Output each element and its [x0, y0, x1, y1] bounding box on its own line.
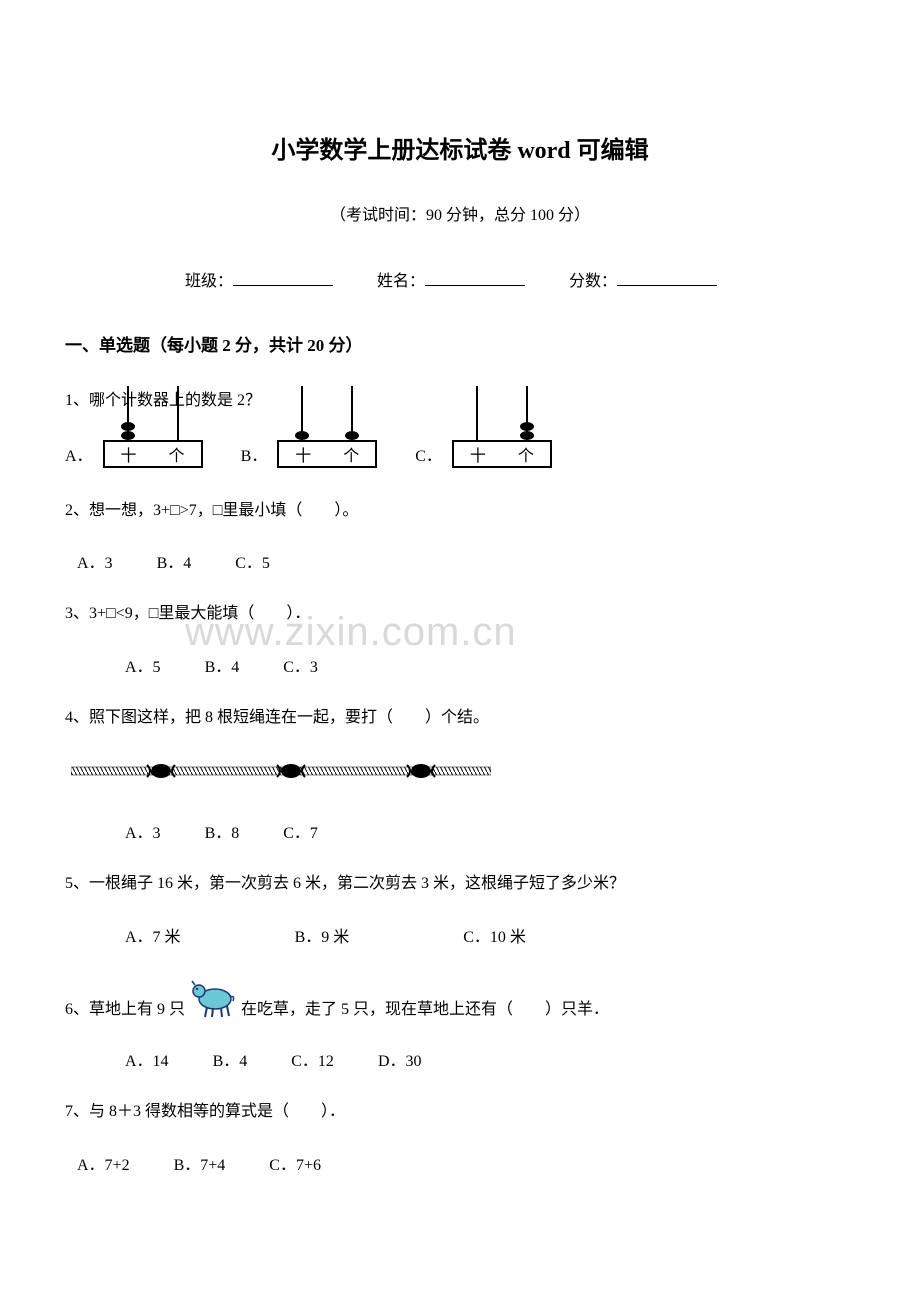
rope-icon: [65, 756, 855, 791]
q6-b: B．4: [213, 1053, 248, 1070]
abacus-one-label: 个: [169, 442, 185, 466]
q7-text: 7、与 8＋3 得数相等的算式是（ ）．: [65, 1099, 855, 1125]
q4-c: C．7: [283, 825, 318, 842]
abacus-ten-label: 十: [121, 442, 137, 466]
score-label: 分数：: [569, 273, 617, 290]
q6-a: A．14: [125, 1053, 169, 1070]
abacus-icon: 十 个: [452, 440, 552, 468]
q3-c: C．3: [283, 659, 318, 676]
exam-subtitle: （考试时间：90 分钟，总分 100 分）: [65, 201, 855, 225]
q5-text: 5、一根绳子 16 米，第一次剪去 6 米，第二次剪去 3 米，这根绳子短了多少…: [65, 871, 855, 897]
section-1-header: 一、单选题（每小题 2 分，共计 20 分）: [65, 331, 855, 356]
q1-label-c: C．: [415, 442, 442, 466]
q1-option-c: C． 十 个: [415, 440, 552, 468]
q6-d: D．30: [378, 1053, 422, 1070]
q3-options: A．5 B．4 C．3: [65, 653, 855, 677]
q4-b: B．8: [205, 825, 240, 842]
q1-label-b: B．: [241, 442, 268, 466]
abacus-ten-label: 十: [470, 442, 486, 466]
q5-b: B．9 米: [295, 929, 350, 946]
q5-options: A．7 米 B．9 米 C．10 米: [65, 923, 855, 947]
abacus-one-label: 个: [518, 442, 534, 466]
q2-c: C．5: [235, 555, 270, 572]
abacus-one-label: 个: [343, 442, 359, 466]
name-label: 姓名：: [377, 273, 425, 290]
q4-a: A．3: [125, 825, 161, 842]
q7-c: C．7+6: [269, 1157, 321, 1174]
q1-label-a: A．: [65, 442, 93, 466]
q6-options: A．14 B．4 C．12 D．30: [65, 1047, 855, 1071]
q2-text: 2、想一想，3+□>7，□里最小填（ ）。: [65, 498, 855, 524]
q6-suffix: 在吃草，走了 5 只，现在草地上还有（ ）只羊．: [241, 995, 609, 1019]
q1-options: A． 十 个 B． 十 个: [65, 440, 855, 468]
q2-b: B．4: [157, 555, 192, 572]
q1-option-a: A． 十 个: [65, 440, 203, 468]
score-blank[interactable]: [617, 285, 717, 286]
q6-prefix: 6、草地上有 9 只: [65, 995, 185, 1019]
name-blank[interactable]: [425, 285, 525, 286]
document-content: 小学数学上册达标试卷 word 可编辑 （考试时间：90 分钟，总分 100 分…: [65, 130, 855, 1175]
q3-b: B．4: [205, 659, 240, 676]
class-label: 班级：: [185, 273, 233, 290]
q7-a: A．7+2: [77, 1157, 130, 1174]
q3-a: A．5: [125, 659, 161, 676]
page-title: 小学数学上册达标试卷 word 可编辑: [65, 130, 855, 165]
sheep-icon: [189, 975, 237, 1019]
q1-option-b: B． 十 个: [241, 440, 378, 468]
q6-text: 6、草地上有 9 只 在吃草，走了 5 只，现在草地上还有（ ）只羊．: [65, 975, 855, 1019]
form-row: 班级： 姓名： 分数：: [65, 267, 855, 291]
q3-text: 3、3+□<9，□里最大能填（ ）．: [65, 601, 855, 627]
class-blank[interactable]: [233, 285, 333, 286]
q2-a: A．3: [77, 555, 113, 572]
q4-text: 4、照下图这样，把 8 根短绳连在一起，要打（ ）个结。: [65, 705, 855, 731]
q4-options: A．3 B．8 C．7: [65, 819, 855, 843]
q6-c: C．12: [291, 1053, 334, 1070]
q2-options: A．3 B．4 C．5: [65, 549, 855, 573]
abacus-icon: 十 个: [103, 440, 203, 468]
q5-a: A．7 米: [125, 929, 181, 946]
q7-options: A．7+2 B．7+4 C．7+6: [65, 1151, 855, 1175]
abacus-ten-label: 十: [295, 442, 311, 466]
abacus-icon: 十 个: [277, 440, 377, 468]
q5-c: C．10 米: [463, 929, 526, 946]
q7-b: B．7+4: [174, 1157, 226, 1174]
